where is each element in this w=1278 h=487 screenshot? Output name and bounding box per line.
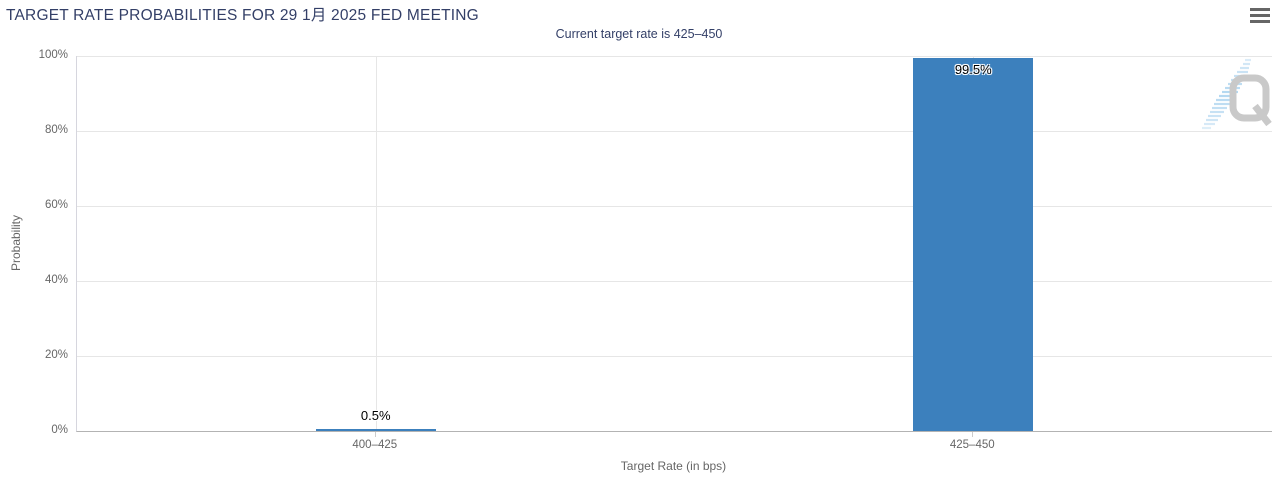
probability-bar[interactable] [315, 429, 436, 431]
x-axis-tick [972, 432, 974, 437]
y-axis-tick-label: 100% [38, 49, 68, 61]
chart-subtitle: Current target rate is 425–450 [555, 27, 723, 41]
bar-value-label: 99.5% [954, 61, 992, 77]
plot-area: 0.5% 99.5% [76, 56, 1272, 432]
bar-value-label: 0.5% [360, 408, 391, 423]
quikstrike-q-logo [1202, 58, 1272, 130]
hamburger-menu-icon [1250, 19, 1270, 23]
chart-context-menu-button[interactable] [1248, 4, 1272, 26]
x-axis-tick-label: 400–425 [352, 439, 398, 451]
y-axis-tick-label: 40% [44, 274, 68, 286]
y-axis-title: Probability [9, 214, 23, 272]
y-axis-tick-label: 0% [51, 424, 68, 436]
y-gridline [77, 206, 1272, 207]
probability-bar[interactable] [913, 57, 1034, 431]
x-axis-tick [374, 432, 376, 437]
y-gridline [77, 281, 1272, 282]
y-axis-tick-label: 80% [44, 124, 68, 136]
x-axis-title: Target Rate (in bps) [620, 459, 727, 473]
hamburger-menu-icon [1250, 7, 1270, 11]
chart-title: TARGET RATE PROBABILITIES FOR 29 1月 2025… [6, 7, 479, 24]
y-gridline [77, 131, 1272, 132]
hamburger-menu-icon [1250, 13, 1270, 17]
y-gridline [77, 56, 1272, 57]
y-gridline [77, 356, 1272, 357]
y-axis-tick-label: 60% [44, 199, 68, 211]
x-gridline [375, 56, 377, 431]
y-axis-tick-label: 20% [44, 349, 68, 361]
x-axis-tick-label: 425–450 [949, 439, 995, 451]
